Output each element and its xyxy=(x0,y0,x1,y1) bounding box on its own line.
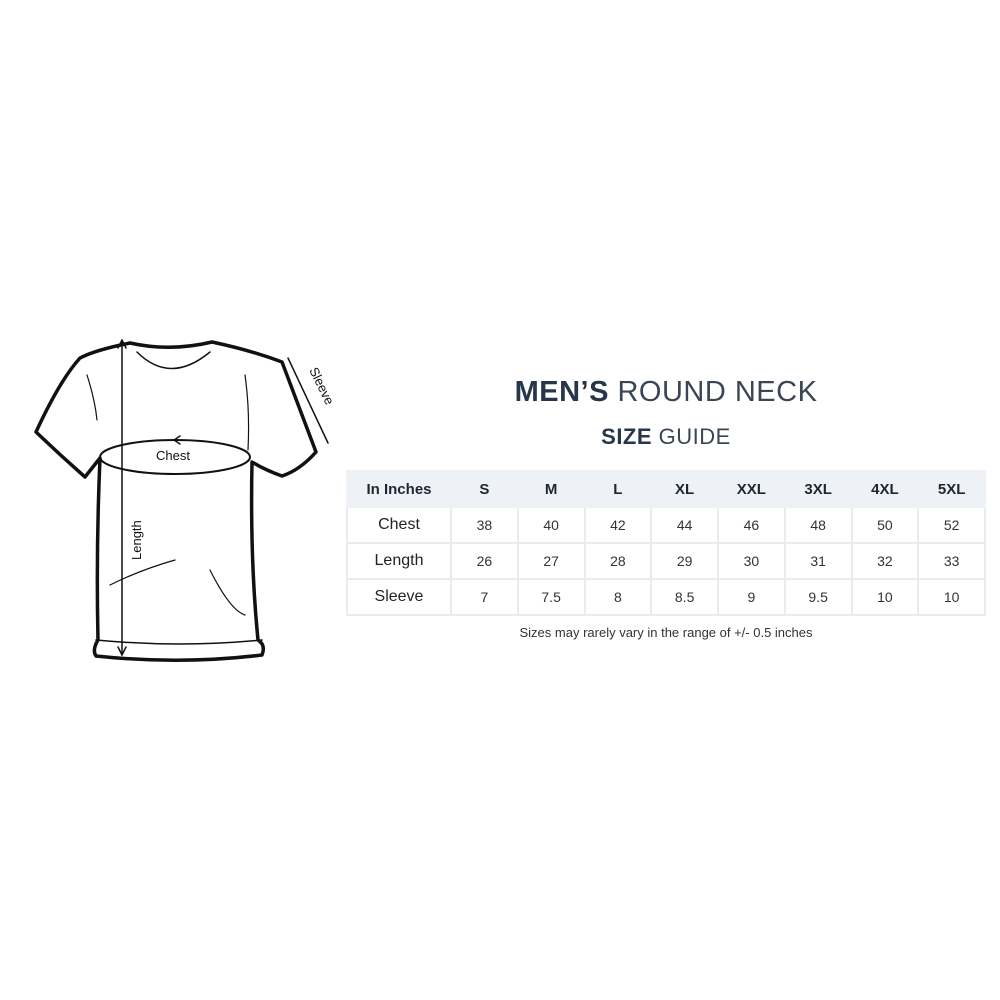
length-arrow-bottom xyxy=(117,646,127,656)
table-cell: 9.5 xyxy=(783,578,853,616)
table-cell: 42 xyxy=(583,506,653,544)
table-cell: 44 xyxy=(650,506,719,544)
table-header-row: In Inches S M L XL XXL 3XL 4XL 5XL xyxy=(346,470,986,508)
fold-line xyxy=(109,559,176,586)
size-header: M xyxy=(516,470,586,508)
size-header: 3XL xyxy=(783,470,853,508)
size-header: XL xyxy=(650,470,719,508)
table-row: Chest 38 40 42 44 46 48 50 52 xyxy=(346,506,986,544)
table-cell: 30 xyxy=(717,542,786,580)
table-cell: 48 xyxy=(783,506,853,544)
row-label: Sleeve xyxy=(346,578,452,616)
table-cell: 38 xyxy=(450,506,519,544)
table-row: Sleeve 7 7.5 8 8.5 9 9.5 10 10 xyxy=(346,578,986,616)
table-cell: 10 xyxy=(850,578,920,616)
size-header: 5XL xyxy=(917,470,986,508)
subtitle-light: GUIDE xyxy=(658,424,731,449)
hem-line xyxy=(95,639,263,645)
subtitle-bold: SIZE xyxy=(601,424,653,449)
page-subtitle: SIZE GUIDE xyxy=(346,424,986,450)
row-label: Length xyxy=(346,542,452,580)
table-cell: 46 xyxy=(717,506,786,544)
table-cell: 7 xyxy=(450,578,519,616)
fold-line xyxy=(244,374,250,451)
title-bold: MEN’S xyxy=(514,376,609,408)
fold-line xyxy=(86,374,98,421)
size-header: XXL xyxy=(717,470,786,508)
title-light: ROUND NECK xyxy=(617,376,818,408)
table-cell: 8 xyxy=(583,578,653,616)
collar-line xyxy=(136,351,211,370)
table-cell: 8.5 xyxy=(650,578,719,616)
chest-arrow xyxy=(173,435,181,445)
row-label: Chest xyxy=(346,506,452,544)
table-cell: 10 xyxy=(917,578,986,616)
length-label: Length xyxy=(129,520,144,560)
fold-line xyxy=(209,569,246,616)
tshirt-diagram: Chest Length Sleeve xyxy=(34,339,337,663)
table-cell: 52 xyxy=(917,506,986,544)
table-cell: 27 xyxy=(516,542,586,580)
tshirt-outline xyxy=(34,340,318,663)
table-cell: 9 xyxy=(717,578,786,616)
size-header: S xyxy=(450,470,519,508)
size-header: L xyxy=(583,470,653,508)
chest-label: Chest xyxy=(156,448,190,463)
table-cell: 31 xyxy=(783,542,853,580)
length-arrow-top xyxy=(117,339,127,349)
table-row: Length 26 27 28 29 30 31 32 33 xyxy=(346,542,986,580)
unit-header: In Inches xyxy=(346,470,452,508)
table-cell: 33 xyxy=(917,542,986,580)
table-cell: 26 xyxy=(450,542,519,580)
sleeve-label: Sleeve xyxy=(306,365,337,407)
sleeve-measure-line xyxy=(287,357,329,444)
page-title: MEN’S ROUND NECK xyxy=(346,376,986,409)
size-variation-note: Sizes may rarely vary in the range of +/… xyxy=(519,625,813,640)
table-cell: 40 xyxy=(516,506,586,544)
size-table: In Inches S M L XL XXL 3XL 4XL 5XL Chest… xyxy=(346,470,986,616)
table-cell: 7.5 xyxy=(516,578,586,616)
table-cell: 32 xyxy=(850,542,920,580)
table-cell: 28 xyxy=(583,542,653,580)
table-cell: 50 xyxy=(850,506,920,544)
table-cell: 29 xyxy=(650,542,719,580)
size-header: 4XL xyxy=(850,470,920,508)
